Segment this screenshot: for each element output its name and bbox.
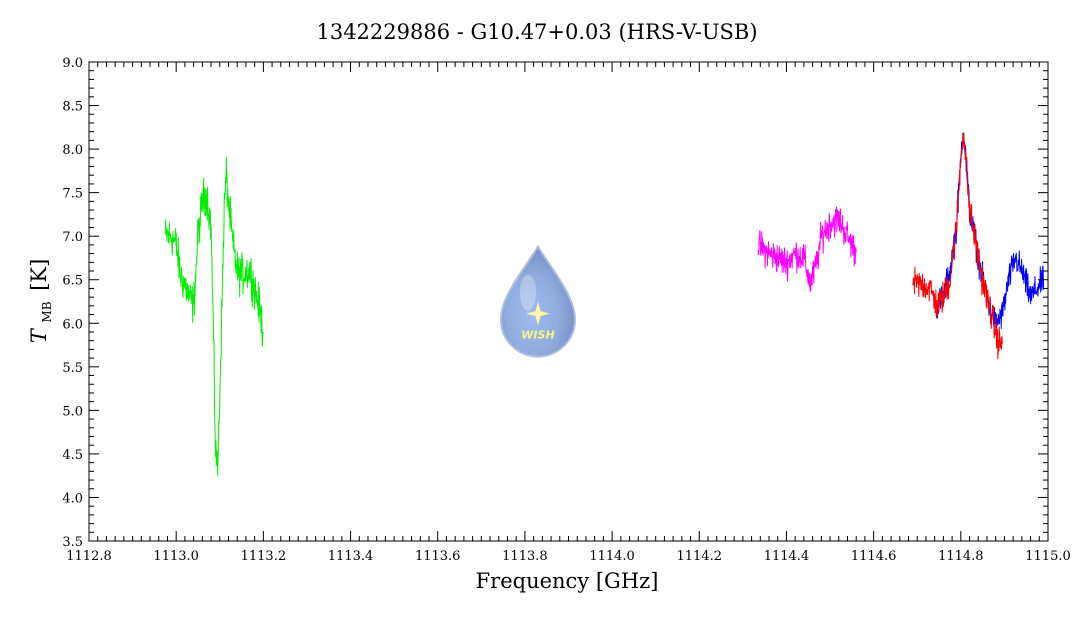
logo-text: WISH xyxy=(521,329,554,342)
x-tick-labels: 1112.8 1113.0 1113.2 1113.4 1113.6 1113.8 1114… xyxy=(66,549,1071,564)
water-drop-shape xyxy=(499,244,576,358)
y-tick-label: 4.0 xyxy=(62,491,83,506)
y-tick-label: 6.0 xyxy=(62,317,83,332)
x-tick-label: 1113.2 xyxy=(241,549,287,564)
x-tick-label: 1113.6 xyxy=(415,549,461,564)
x-tick-label: 1114.6 xyxy=(851,549,897,564)
y-tick-label: 7.5 xyxy=(62,187,83,202)
y-tick-label: 5.0 xyxy=(62,404,83,419)
x-axis-label: Frequency [GHz] xyxy=(476,569,659,593)
y-axis-subscript: MB xyxy=(40,301,54,322)
wish-logo: WISH xyxy=(499,244,576,358)
x-tick-label: 1114.4 xyxy=(764,549,810,564)
x-tick-label: 1114.2 xyxy=(677,549,723,564)
y-tick-label: 7.0 xyxy=(62,230,83,245)
drop-highlight xyxy=(519,274,536,311)
tick-marks xyxy=(88,61,1049,542)
x-tick-label: 1112.8 xyxy=(66,549,112,564)
y-tick-label: 8.5 xyxy=(62,100,83,115)
chart-title: 1342229886 - G10.47+0.03 (HRS-V-USB) xyxy=(316,20,757,44)
spectrum-series-1 xyxy=(757,206,857,292)
y-tick-label: 9.0 xyxy=(62,56,83,71)
y-tick-label: 6.5 xyxy=(62,274,83,289)
x-tick-label: 1114.0 xyxy=(589,549,635,564)
x-tick-label: 1113.0 xyxy=(153,549,199,564)
y-tick-label: 8.0 xyxy=(62,143,83,158)
x-tick-label: 1113.8 xyxy=(502,549,548,564)
x-tick-label: 1114.8 xyxy=(938,549,984,564)
y-tick-label: 5.5 xyxy=(62,361,83,376)
y-axis-label: T MB [K] xyxy=(27,259,56,344)
y-tick-label: 4.5 xyxy=(62,448,83,463)
x-tick-label: 1113.4 xyxy=(328,549,374,564)
y-axis-symbol: T xyxy=(27,327,51,343)
star-icon xyxy=(525,301,550,326)
spectrum-series-3 xyxy=(912,133,1003,360)
y-tick-label: 3.5 xyxy=(62,535,83,550)
spectrum-series-0 xyxy=(164,157,264,477)
y-tick-labels: 3.5 4.0 4.5 5.0 5.5 6.0 6.5 7.0 7.5 8.0 8.5 9.0 xyxy=(62,56,83,550)
x-tick-label: 1115.0 xyxy=(1025,549,1071,564)
y-axis-unit: [K] xyxy=(27,259,51,291)
series-layer xyxy=(164,132,1045,477)
